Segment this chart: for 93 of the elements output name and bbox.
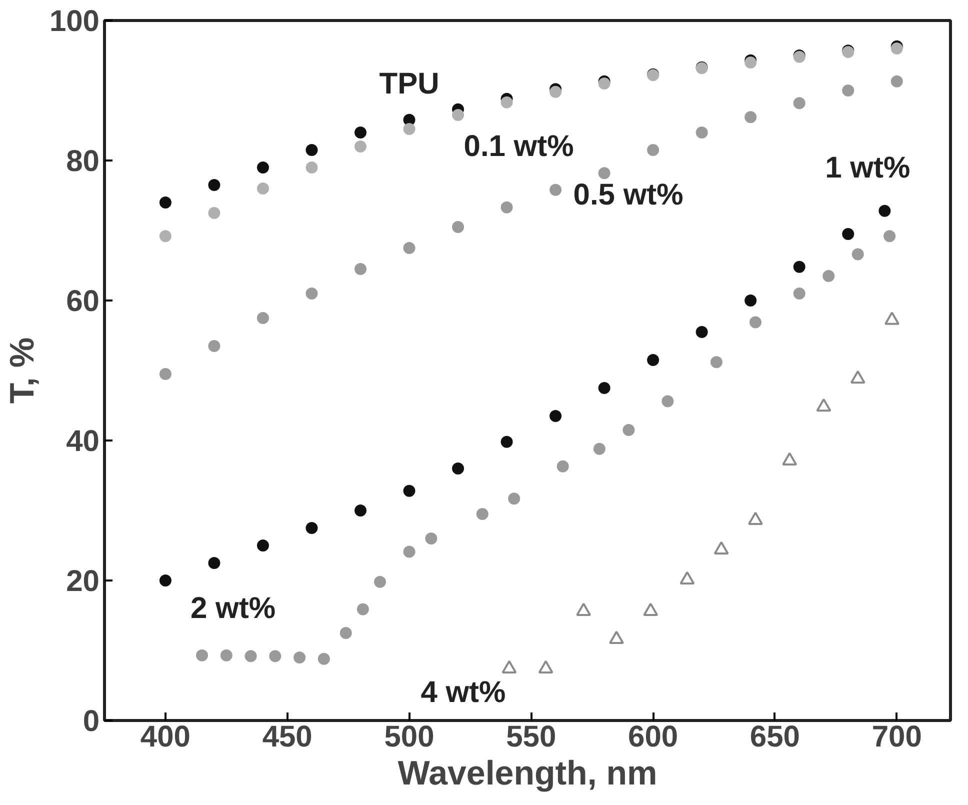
point	[356, 603, 369, 616]
point	[593, 442, 606, 455]
point	[878, 204, 891, 217]
series-label: 2 wt%	[190, 592, 276, 625]
point	[744, 56, 757, 68]
point	[374, 576, 386, 588]
point	[354, 504, 366, 516]
point	[403, 123, 416, 135]
point	[500, 201, 513, 214]
x-tick-label: 700	[872, 720, 922, 754]
point	[256, 540, 269, 552]
x-tick-label: 600	[628, 720, 678, 754]
point	[749, 316, 762, 328]
point	[269, 650, 282, 662]
point	[890, 42, 903, 54]
point	[793, 97, 806, 110]
point	[647, 354, 660, 366]
point	[744, 294, 757, 306]
series-label: 0.5 wt%	[573, 178, 684, 212]
point	[354, 263, 366, 275]
point	[318, 652, 330, 665]
x-tick-label: 500	[384, 720, 434, 754]
point	[500, 96, 513, 108]
point	[425, 532, 438, 544]
point	[159, 368, 172, 380]
point	[452, 109, 464, 121]
point	[159, 230, 172, 242]
point	[842, 84, 854, 96]
point	[662, 395, 674, 408]
point	[244, 650, 257, 662]
series-label: 0.1 wt%	[464, 130, 574, 163]
point	[890, 75, 903, 88]
point	[550, 184, 562, 196]
y-tick-label: 100	[49, 5, 100, 38]
point	[452, 462, 464, 474]
point	[550, 410, 562, 422]
point	[256, 162, 269, 174]
y-tick-label: 0	[82, 705, 100, 738]
point	[403, 242, 416, 254]
point	[884, 230, 896, 242]
x-axis-title: Wavelength, nm	[398, 754, 658, 792]
point	[256, 182, 269, 194]
point	[696, 126, 708, 138]
point	[622, 424, 635, 436]
point	[598, 382, 610, 394]
x-tick-label: 650	[750, 720, 800, 754]
x-tick-label: 550	[506, 720, 556, 754]
point	[354, 126, 366, 138]
point	[508, 492, 520, 505]
point	[159, 574, 172, 586]
point	[208, 557, 220, 569]
point	[852, 248, 864, 260]
point	[744, 111, 757, 124]
point	[208, 179, 220, 191]
y-tick-label: 60	[66, 285, 100, 318]
point	[403, 484, 416, 497]
point	[256, 312, 269, 324]
point	[793, 260, 806, 273]
y-tick-label: 40	[66, 425, 100, 458]
point	[196, 649, 208, 662]
point	[340, 627, 352, 639]
point	[306, 522, 318, 534]
point	[403, 546, 416, 558]
point	[647, 144, 660, 156]
point	[220, 649, 232, 662]
y-axis-title: T, %	[3, 337, 42, 404]
point	[710, 356, 722, 368]
point	[294, 652, 306, 664]
y-tick-label: 20	[66, 565, 100, 598]
point	[696, 326, 708, 338]
series-label: TPU	[379, 67, 440, 100]
point	[476, 508, 488, 520]
point	[842, 228, 854, 240]
point	[556, 460, 569, 472]
point	[208, 340, 220, 352]
y-tick-label: 80	[66, 145, 100, 178]
point	[306, 162, 318, 174]
point	[159, 196, 172, 208]
point	[550, 86, 562, 98]
point	[208, 207, 220, 219]
point	[306, 144, 318, 156]
series-label: 1 wt%	[825, 151, 910, 184]
point	[598, 167, 610, 180]
point	[306, 288, 318, 300]
point	[452, 221, 464, 233]
series-label: 4 wt%	[420, 676, 506, 710]
x-tick-label: 400	[140, 720, 190, 754]
point	[500, 436, 513, 448]
x-tick-label: 450	[262, 720, 312, 754]
point	[822, 270, 835, 282]
point	[598, 78, 610, 90]
point	[793, 288, 806, 300]
point	[354, 140, 366, 152]
